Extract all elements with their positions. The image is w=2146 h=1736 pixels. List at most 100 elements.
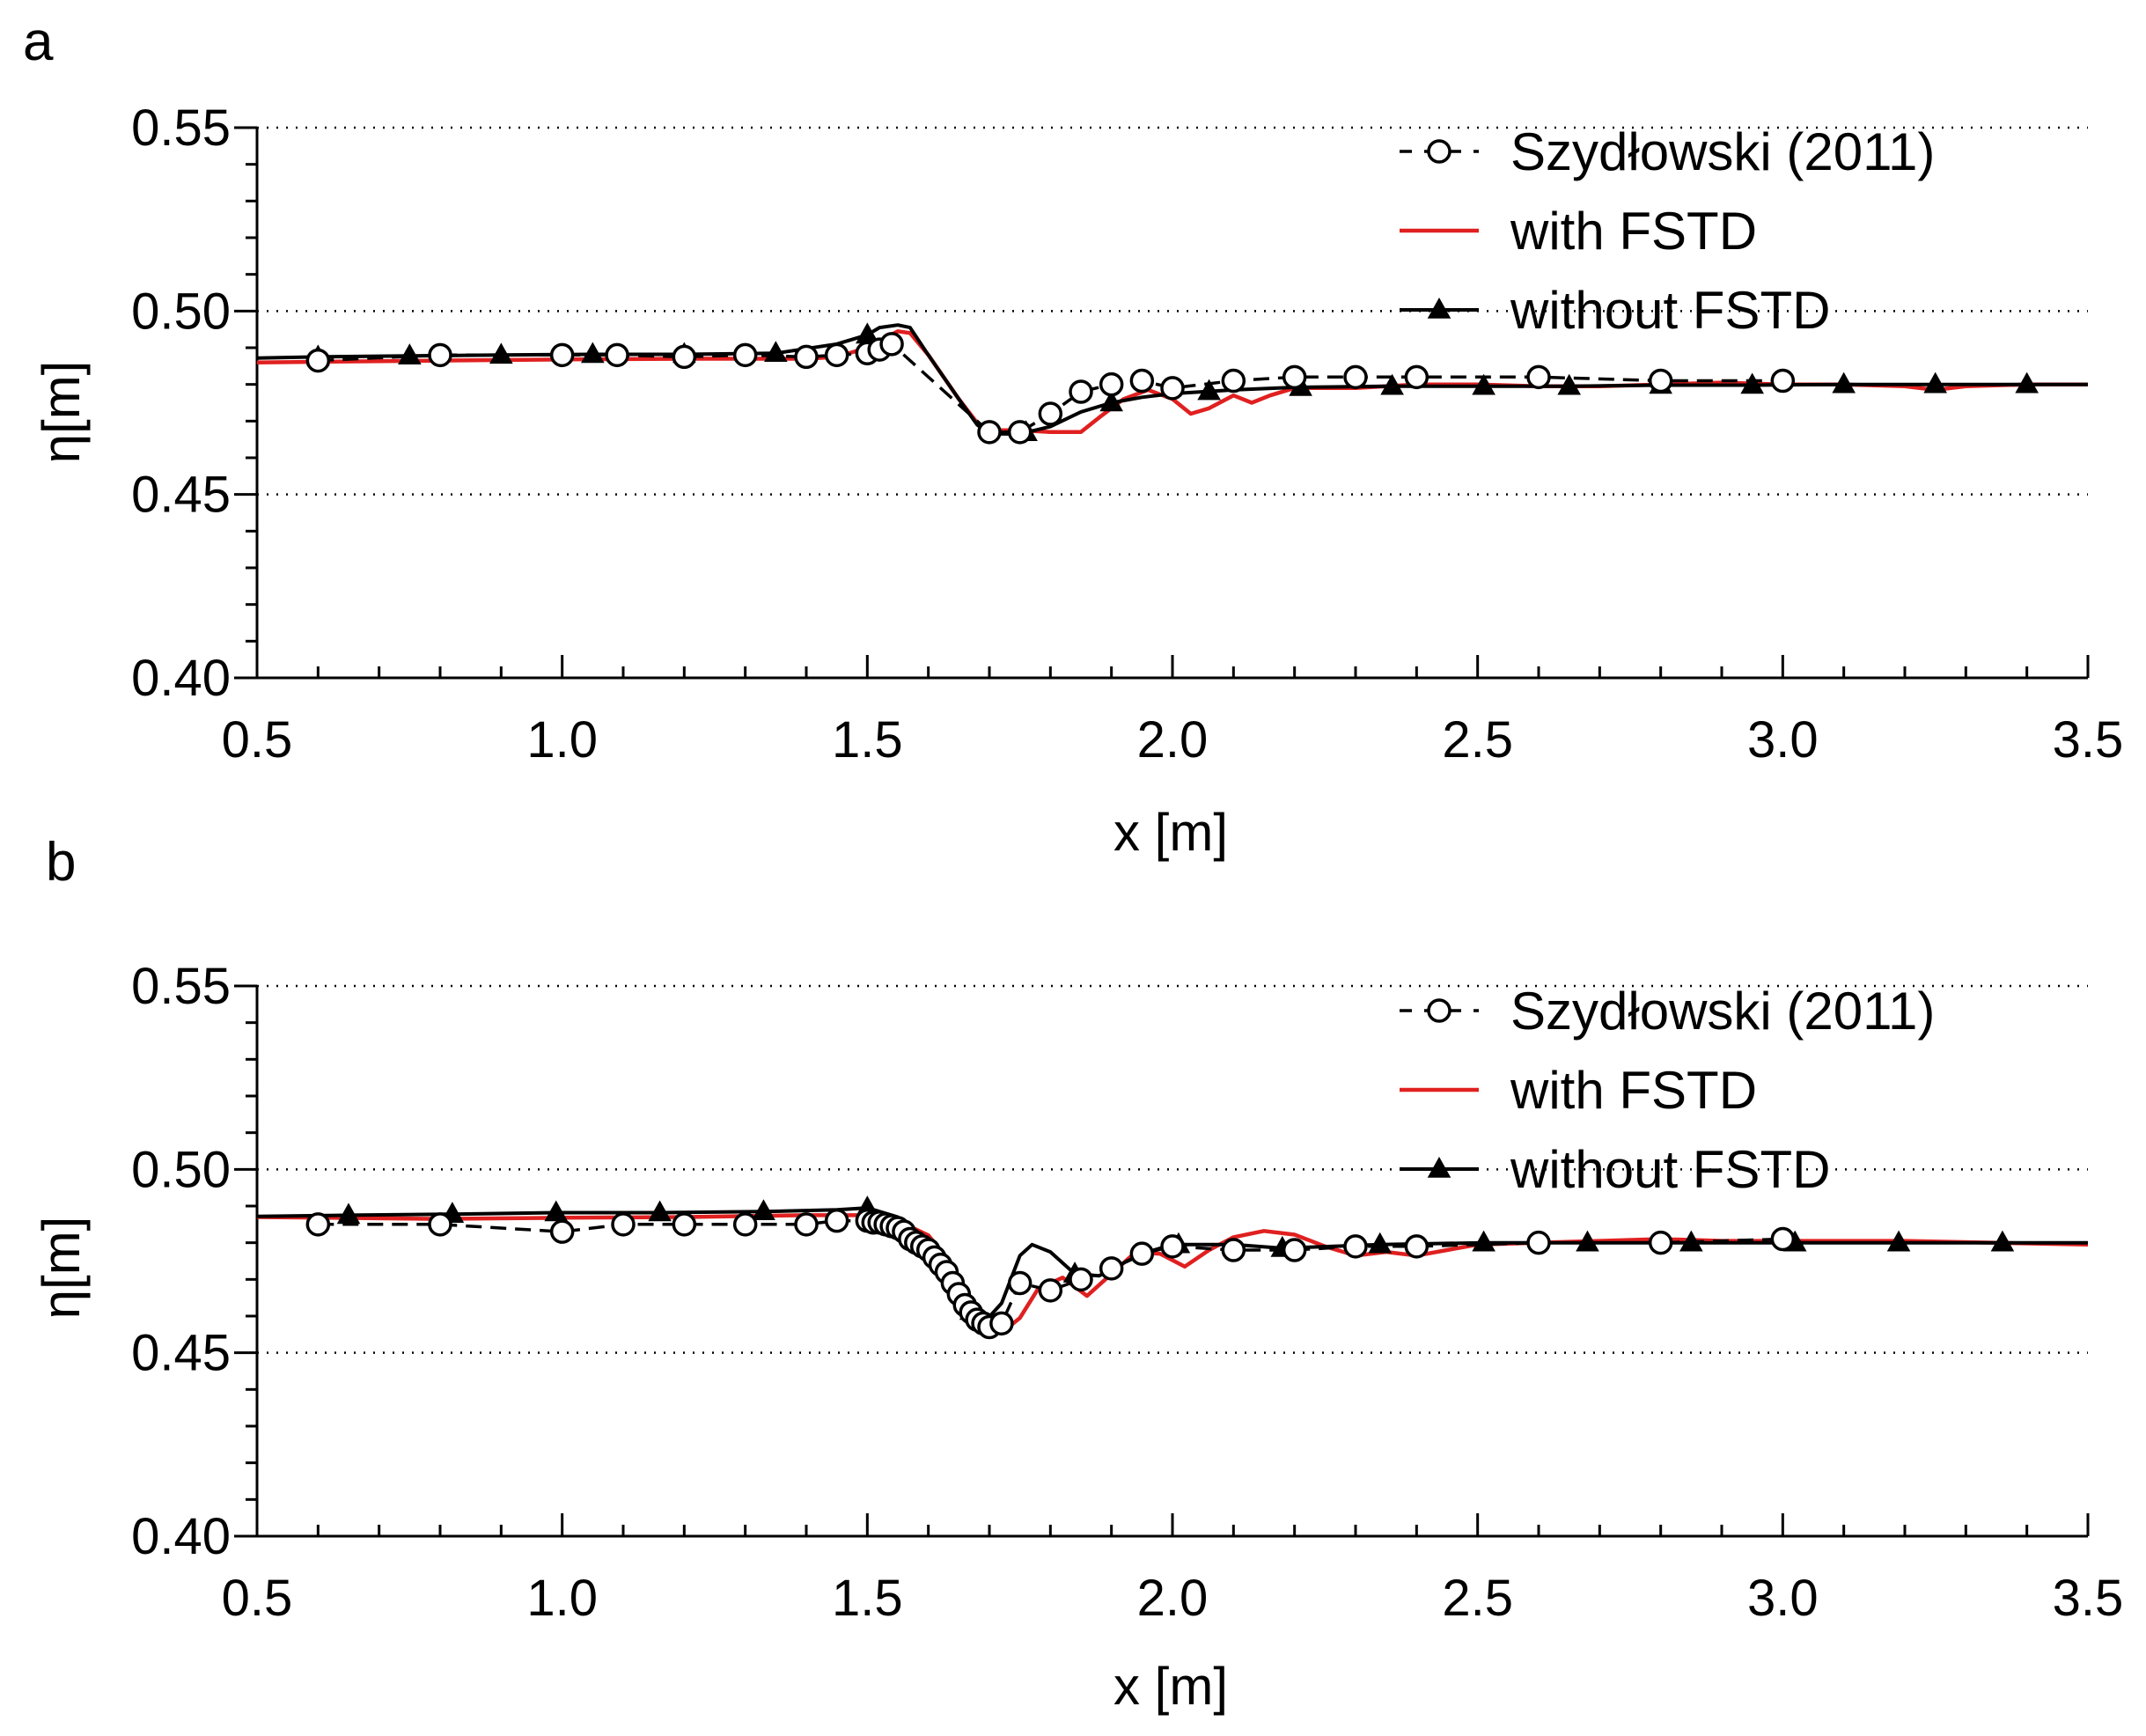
- data-point-triangle: [1472, 373, 1496, 395]
- y-tick-label: 0.55: [131, 99, 231, 157]
- legend-marker-triangle: [1427, 1157, 1451, 1178]
- panel-label-a: a: [23, 11, 54, 72]
- legend-item-szyd-owski-2011: Szydłowski (2011): [1400, 122, 1935, 181]
- x-tick-label: 3.0: [1747, 1570, 1819, 1627]
- data-point-triangle: [1740, 372, 1764, 394]
- legend-item-without-fstd: without FSTD: [1400, 1140, 1830, 1199]
- series-szyd-owski-2011: [305, 332, 1796, 445]
- data-point-circle: [1129, 368, 1155, 394]
- data-point-triangle: [336, 1203, 361, 1225]
- series-szyd-owski-2011: [305, 1208, 1796, 1340]
- x-tick-label: 2.0: [1137, 1570, 1209, 1627]
- data-point-circle: [824, 342, 849, 368]
- legend-marker-circle: [1427, 139, 1451, 164]
- x-tick-label: 3.0: [1747, 711, 1819, 769]
- series-line-szyd-owski-2011: [318, 1218, 1783, 1329]
- data-point-circle: [1343, 364, 1368, 390]
- x-tick-label: 3.5: [2053, 711, 2124, 769]
- y-tick-label: 0.50: [131, 1141, 231, 1198]
- y-tick-label: 0.45: [131, 467, 231, 524]
- data-point-circle: [305, 348, 331, 373]
- data-point-circle: [1648, 368, 1673, 394]
- data-point-circle: [428, 342, 452, 368]
- data-point-triangle: [1923, 371, 1947, 394]
- x-tick-label: 3.5: [2053, 1570, 2124, 1627]
- x-tick-label: 2.5: [1442, 711, 1513, 769]
- data-point-circle: [549, 342, 575, 368]
- data-point-circle: [879, 332, 904, 357]
- x-axis-label: x [m]: [1113, 803, 1228, 862]
- data-point-circle: [732, 342, 758, 368]
- data-point-triangle: [398, 343, 422, 364]
- data-point-triangle: [1576, 1230, 1599, 1252]
- data-point-circle: [1770, 1226, 1796, 1252]
- legend-label: Szydłowski (2011): [1510, 122, 1935, 181]
- data-point-triangle: [1990, 1230, 2015, 1252]
- x-tick-label: 1.0: [526, 711, 598, 769]
- y-tick-label: 0.50: [131, 283, 231, 340]
- y-axis-label: η[m]: [32, 1217, 91, 1320]
- series-with-fstd: [257, 1213, 2088, 1335]
- series-line-with-fstd: [257, 1213, 2088, 1335]
- legend-marker-circle: [1427, 998, 1451, 1023]
- data-point-triangle: [1886, 1230, 1911, 1252]
- y-axis-label: η[m]: [32, 361, 91, 464]
- y-tick-label: 0.45: [131, 1325, 231, 1382]
- data-point-triangle: [1099, 390, 1123, 412]
- data-point-circle: [1526, 1230, 1551, 1255]
- data-point-circle: [977, 420, 1002, 445]
- data-point-triangle: [1380, 373, 1404, 395]
- data-point-circle: [794, 344, 819, 370]
- data-point-circle: [1007, 420, 1033, 445]
- data-point-circle: [794, 1212, 819, 1237]
- data-point-circle: [1282, 1238, 1307, 1262]
- data-point-circle: [672, 1212, 697, 1237]
- panel-label-b: b: [46, 832, 76, 893]
- data-point-triangle: [489, 342, 513, 364]
- legend-marker-triangle: [1427, 298, 1451, 319]
- data-point-triangle: [1832, 371, 1856, 394]
- legend-label: without FSTD: [1510, 281, 1830, 340]
- data-point-circle: [1160, 376, 1185, 401]
- legend-item-with-fstd: with FSTD: [1400, 1061, 1757, 1120]
- data-point-circle: [1069, 379, 1093, 404]
- tick-labels: 0.40 0.45 0.50 0.55 0.5 1.0 1.5 2.0 2.5 3.0 3.5: [131, 958, 2123, 1627]
- data-point-circle: [1343, 1234, 1368, 1259]
- data-point-circle: [1038, 401, 1063, 426]
- data-point-circle: [1099, 1256, 1124, 1281]
- legend-item-with-fstd: with FSTD: [1400, 202, 1757, 261]
- y-tick-label: 0.40: [131, 650, 231, 707]
- data-point-triangle: [544, 1200, 569, 1222]
- x-tick-label: 1.0: [526, 1570, 598, 1627]
- data-point-circle: [605, 342, 629, 368]
- data-point-circle: [1648, 1230, 1673, 1255]
- data-point-triangle: [2015, 371, 2039, 394]
- x-tick-label: 0.5: [222, 711, 293, 769]
- legend-label: Szydłowski (2011): [1510, 982, 1935, 1041]
- series-line-without-fstd: [257, 323, 2088, 436]
- data-point-circle: [1770, 368, 1796, 394]
- series-group: [257, 1195, 2088, 1340]
- axes: [234, 126, 2090, 680]
- data-point-circle: [1282, 364, 1307, 390]
- legend-label: with FSTD: [1510, 202, 1757, 261]
- axes: [234, 984, 2090, 1538]
- x-tick-label: 2.0: [1137, 711, 1209, 769]
- data-point-circle: [1007, 1270, 1033, 1296]
- tick-labels: 0.40 0.45 0.50 0.55 0.5 1.0 1.5 2.0 2.5 3.0 3.5: [131, 99, 2123, 769]
- data-point-triangle: [1197, 379, 1221, 401]
- legend-label: without FSTD: [1510, 1140, 1830, 1199]
- legend-label: with FSTD: [1510, 1061, 1757, 1120]
- data-point-triangle: [1472, 1230, 1496, 1252]
- x-tick-label: 2.5: [1442, 1570, 1513, 1627]
- data-point-triangle: [752, 1199, 775, 1221]
- panel-b: b 0.400.450.500.550.5 1.0 1.5 2.0 2.5 3.0 3.5 …: [32, 832, 2123, 1716]
- legend: Szydłowski (2011) with FSTD without FSTD: [1400, 982, 1935, 1199]
- x-tick-label: 1.5: [832, 1570, 903, 1627]
- series-group: [257, 322, 2088, 445]
- x-tick-label: 0.5: [222, 1570, 293, 1627]
- data-point-circle: [732, 1212, 758, 1237]
- data-point-circle: [428, 1212, 452, 1237]
- data-point-triangle: [1557, 373, 1581, 395]
